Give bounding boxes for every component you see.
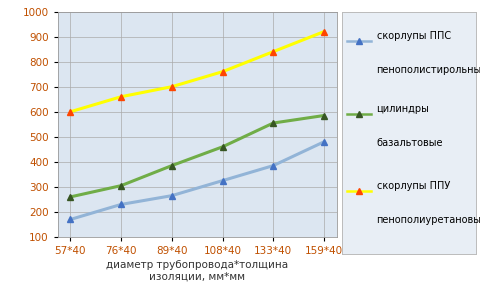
Text: цилиндры: цилиндры — [376, 104, 429, 114]
X-axis label: диаметр трубопровода*толщина
изоляции, мм*мм: диаметр трубопровода*толщина изоляции, м… — [106, 260, 288, 282]
Text: пенополиуретановые: пенополиуретановые — [376, 216, 480, 225]
Text: пенополистирольные: пенополистирольные — [376, 65, 480, 75]
Text: скорлупы ППУ: скорлупы ППУ — [376, 181, 449, 192]
Text: базальтовые: базальтовые — [376, 138, 442, 148]
Text: скорлупы ППС: скорлупы ППС — [376, 31, 450, 41]
